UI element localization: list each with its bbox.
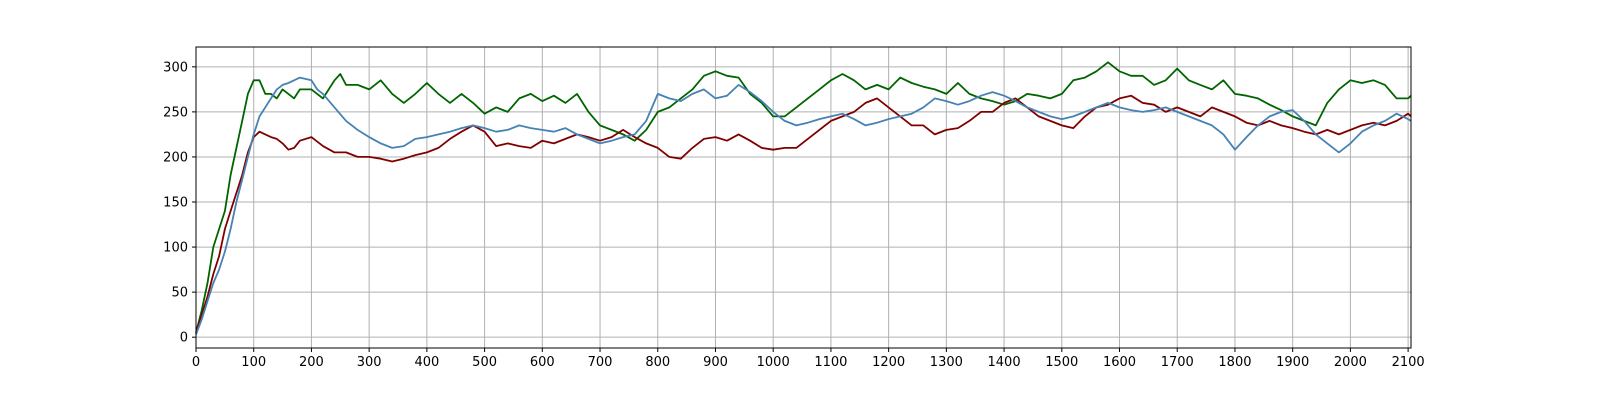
plot-area-frame [195, 46, 1412, 349]
y-tick-label: 250 [163, 105, 188, 120]
x-tick-label: 400 [414, 355, 439, 370]
x-tick-label: 1700 [1161, 355, 1194, 370]
x-tick-label: 2100 [1392, 355, 1425, 370]
x-tick-label: 500 [472, 355, 497, 370]
x-tick-label: 2000 [1334, 355, 1367, 370]
x-tick-label: 1200 [872, 355, 905, 370]
x-tick-label: 100 [241, 355, 266, 370]
y-tick-label: 50 [171, 286, 188, 301]
x-tick-label: 1800 [1218, 355, 1251, 370]
x-tick-label: 800 [645, 355, 670, 370]
series-line-2 [195, 94, 1412, 333]
x-tick-label: 1600 [1103, 355, 1136, 370]
y-tick-label: 150 [163, 196, 188, 211]
y-axis: 0 50 100 150 200 250 300 [163, 60, 196, 346]
y-tick-label: 0 [180, 331, 188, 346]
y-tick-label: 200 [163, 150, 188, 165]
x-tick-label: 700 [588, 355, 613, 370]
series-line-1 [195, 61, 1412, 333]
y-tick-label: 300 [163, 60, 188, 75]
x-tick-label: 1900 [1276, 355, 1309, 370]
series-lines [195, 61, 1412, 335]
y-tick-label: 100 [163, 241, 188, 256]
x-tick-label: 1000 [757, 355, 790, 370]
x-tick-label: 200 [299, 355, 324, 370]
x-tick-label: 1500 [1045, 355, 1078, 370]
x-tick-label: 1300 [930, 355, 963, 370]
x-tick-label: 300 [357, 355, 382, 370]
x-tick-label: 1100 [814, 355, 847, 370]
series-line-3 [195, 76, 1412, 335]
x-axis: 0 100 200 300 400 500 600 700 800 900 1000 1100 1200… [192, 348, 1425, 370]
x-tick-label: 600 [530, 355, 555, 370]
grid [195, 47, 1411, 348]
x-tick-label: 0 [192, 355, 200, 370]
x-tick-label: 900 [703, 355, 728, 370]
x-tick-label: 1400 [988, 355, 1021, 370]
